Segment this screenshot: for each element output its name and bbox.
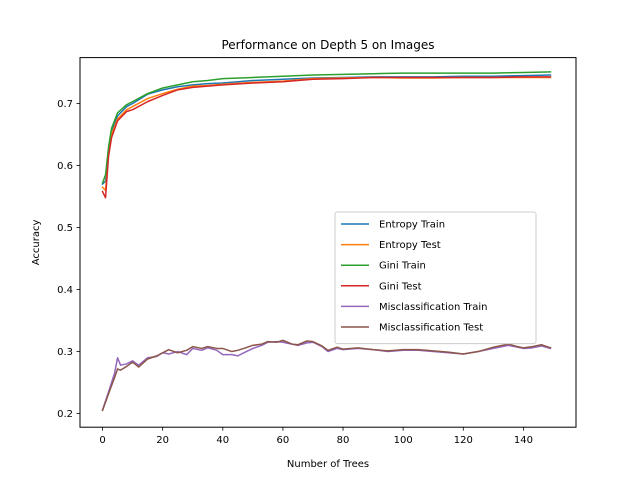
y-tick-label: 0.7: [57, 99, 73, 110]
chart-title: Performance on Depth 5 on Images: [221, 38, 434, 52]
y-tick-label: 0.5: [57, 223, 73, 234]
legend: Entropy Train Entropy Test Gini Train Gini …: [334, 211, 537, 345]
plot-frame: [79, 57, 577, 428]
x-tick-label: 80: [337, 435, 350, 446]
x-tick-label: 40: [216, 435, 229, 446]
legend-box: [334, 211, 537, 345]
x-axis-title: Number of Trees: [287, 459, 369, 470]
y-tick-label: 0.6: [57, 161, 73, 172]
x-tick-label: 140: [514, 435, 533, 446]
legend-label: Entropy Train: [379, 220, 445, 231]
x-axis: 0 20 40 60 80 100 120 140: [99, 427, 533, 446]
x-tick-label: 120: [454, 435, 473, 446]
x-tick-label: 20: [156, 435, 169, 446]
series-line-3: [101, 76, 552, 199]
x-tick-label: 0: [99, 435, 105, 446]
x-tick-label: 60: [277, 435, 290, 446]
y-tick-label: 0.2: [57, 409, 73, 420]
series-line-5: [101, 339, 552, 412]
x-tick-label: 100: [394, 435, 413, 446]
legend-label: Misclassification Train: [379, 302, 487, 313]
legend-label: Gini Test: [379, 281, 422, 292]
legend-label: Misclassification Test: [379, 323, 483, 334]
series-line-2: [101, 71, 552, 184]
y-tick-label: 0.3: [57, 347, 73, 358]
y-axis: 0.2 0.3 0.4 0.5 0.6 0.7: [57, 99, 80, 420]
y-axis-title: Accuracy: [31, 219, 42, 265]
legend-label: Entropy Test: [379, 240, 441, 251]
plot-lines: [101, 71, 552, 412]
legend-label: Gini Train: [379, 261, 426, 272]
y-tick-label: 0.4: [57, 285, 73, 296]
